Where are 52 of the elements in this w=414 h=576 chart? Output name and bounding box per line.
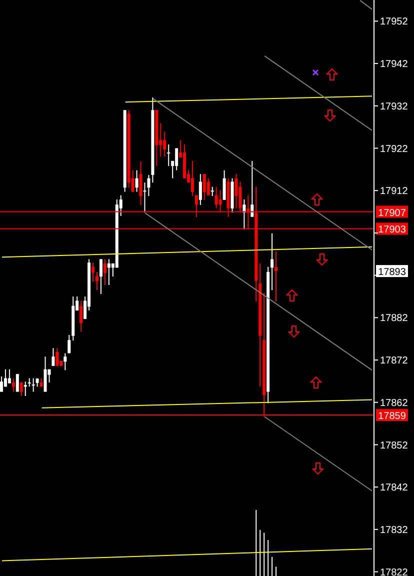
candlestick — [234, 174, 238, 209]
candlestick — [274, 251, 278, 302]
candlestick — [92, 262, 95, 282]
candlestick — [12, 378, 15, 392]
candlestick — [167, 144, 170, 167]
candlestick — [52, 348, 55, 366]
candlestick — [250, 160, 254, 218]
candlestick — [99, 258, 102, 294]
candlestick — [135, 170, 138, 192]
candlestick — [210, 186, 214, 197]
y-tick-label: 17832 — [380, 524, 408, 536]
candlestick — [202, 174, 206, 200]
candlestick — [139, 160, 142, 206]
candlestick — [64, 352, 67, 371]
y-tick-label: 17822 — [380, 567, 408, 576]
candlestick — [147, 174, 150, 197]
ref-line-label: 17903 — [378, 224, 406, 236]
candlestick — [175, 148, 178, 171]
y-tick-label: 17852 — [380, 440, 408, 452]
candlestick — [0, 376, 3, 392]
y-tick-label: 17922 — [380, 144, 408, 155]
candlestick — [198, 174, 202, 206]
ref-line-label: 17907 — [378, 208, 406, 219]
candlestick — [103, 258, 106, 286]
candlestick — [32, 378, 35, 392]
candlestick — [8, 368, 11, 384]
y-tick-label: 17882 — [380, 313, 408, 324]
candlestick — [163, 131, 166, 158]
candlestick — [270, 232, 274, 291]
candlestick — [44, 356, 47, 392]
candlestick — [222, 170, 226, 200]
y-tick-label: 17872 — [380, 356, 408, 367]
candlestick — [95, 271, 98, 291]
candlestick — [80, 300, 83, 332]
candlestick — [20, 382, 23, 396]
candlestick — [206, 178, 210, 196]
y-tick-label: 17932 — [380, 101, 408, 112]
y-tick-label: 17862 — [380, 398, 408, 409]
candlestick — [24, 381, 27, 396]
candlestick — [214, 186, 218, 209]
y-tick-label: 17952 — [380, 16, 408, 28]
y-tick-label: 17912 — [380, 186, 408, 198]
candlestick — [190, 160, 194, 197]
ref-line-label: 17859 — [378, 411, 406, 422]
y-tick-label: 17942 — [380, 59, 408, 70]
candlestick — [56, 348, 59, 366]
annotation: 17893 — [378, 267, 406, 278]
candlestick — [68, 334, 71, 354]
candlestick — [143, 182, 146, 214]
candlestick — [107, 258, 110, 286]
candlestick — [16, 373, 19, 392]
y-tick-label: 17842 — [380, 482, 408, 494]
